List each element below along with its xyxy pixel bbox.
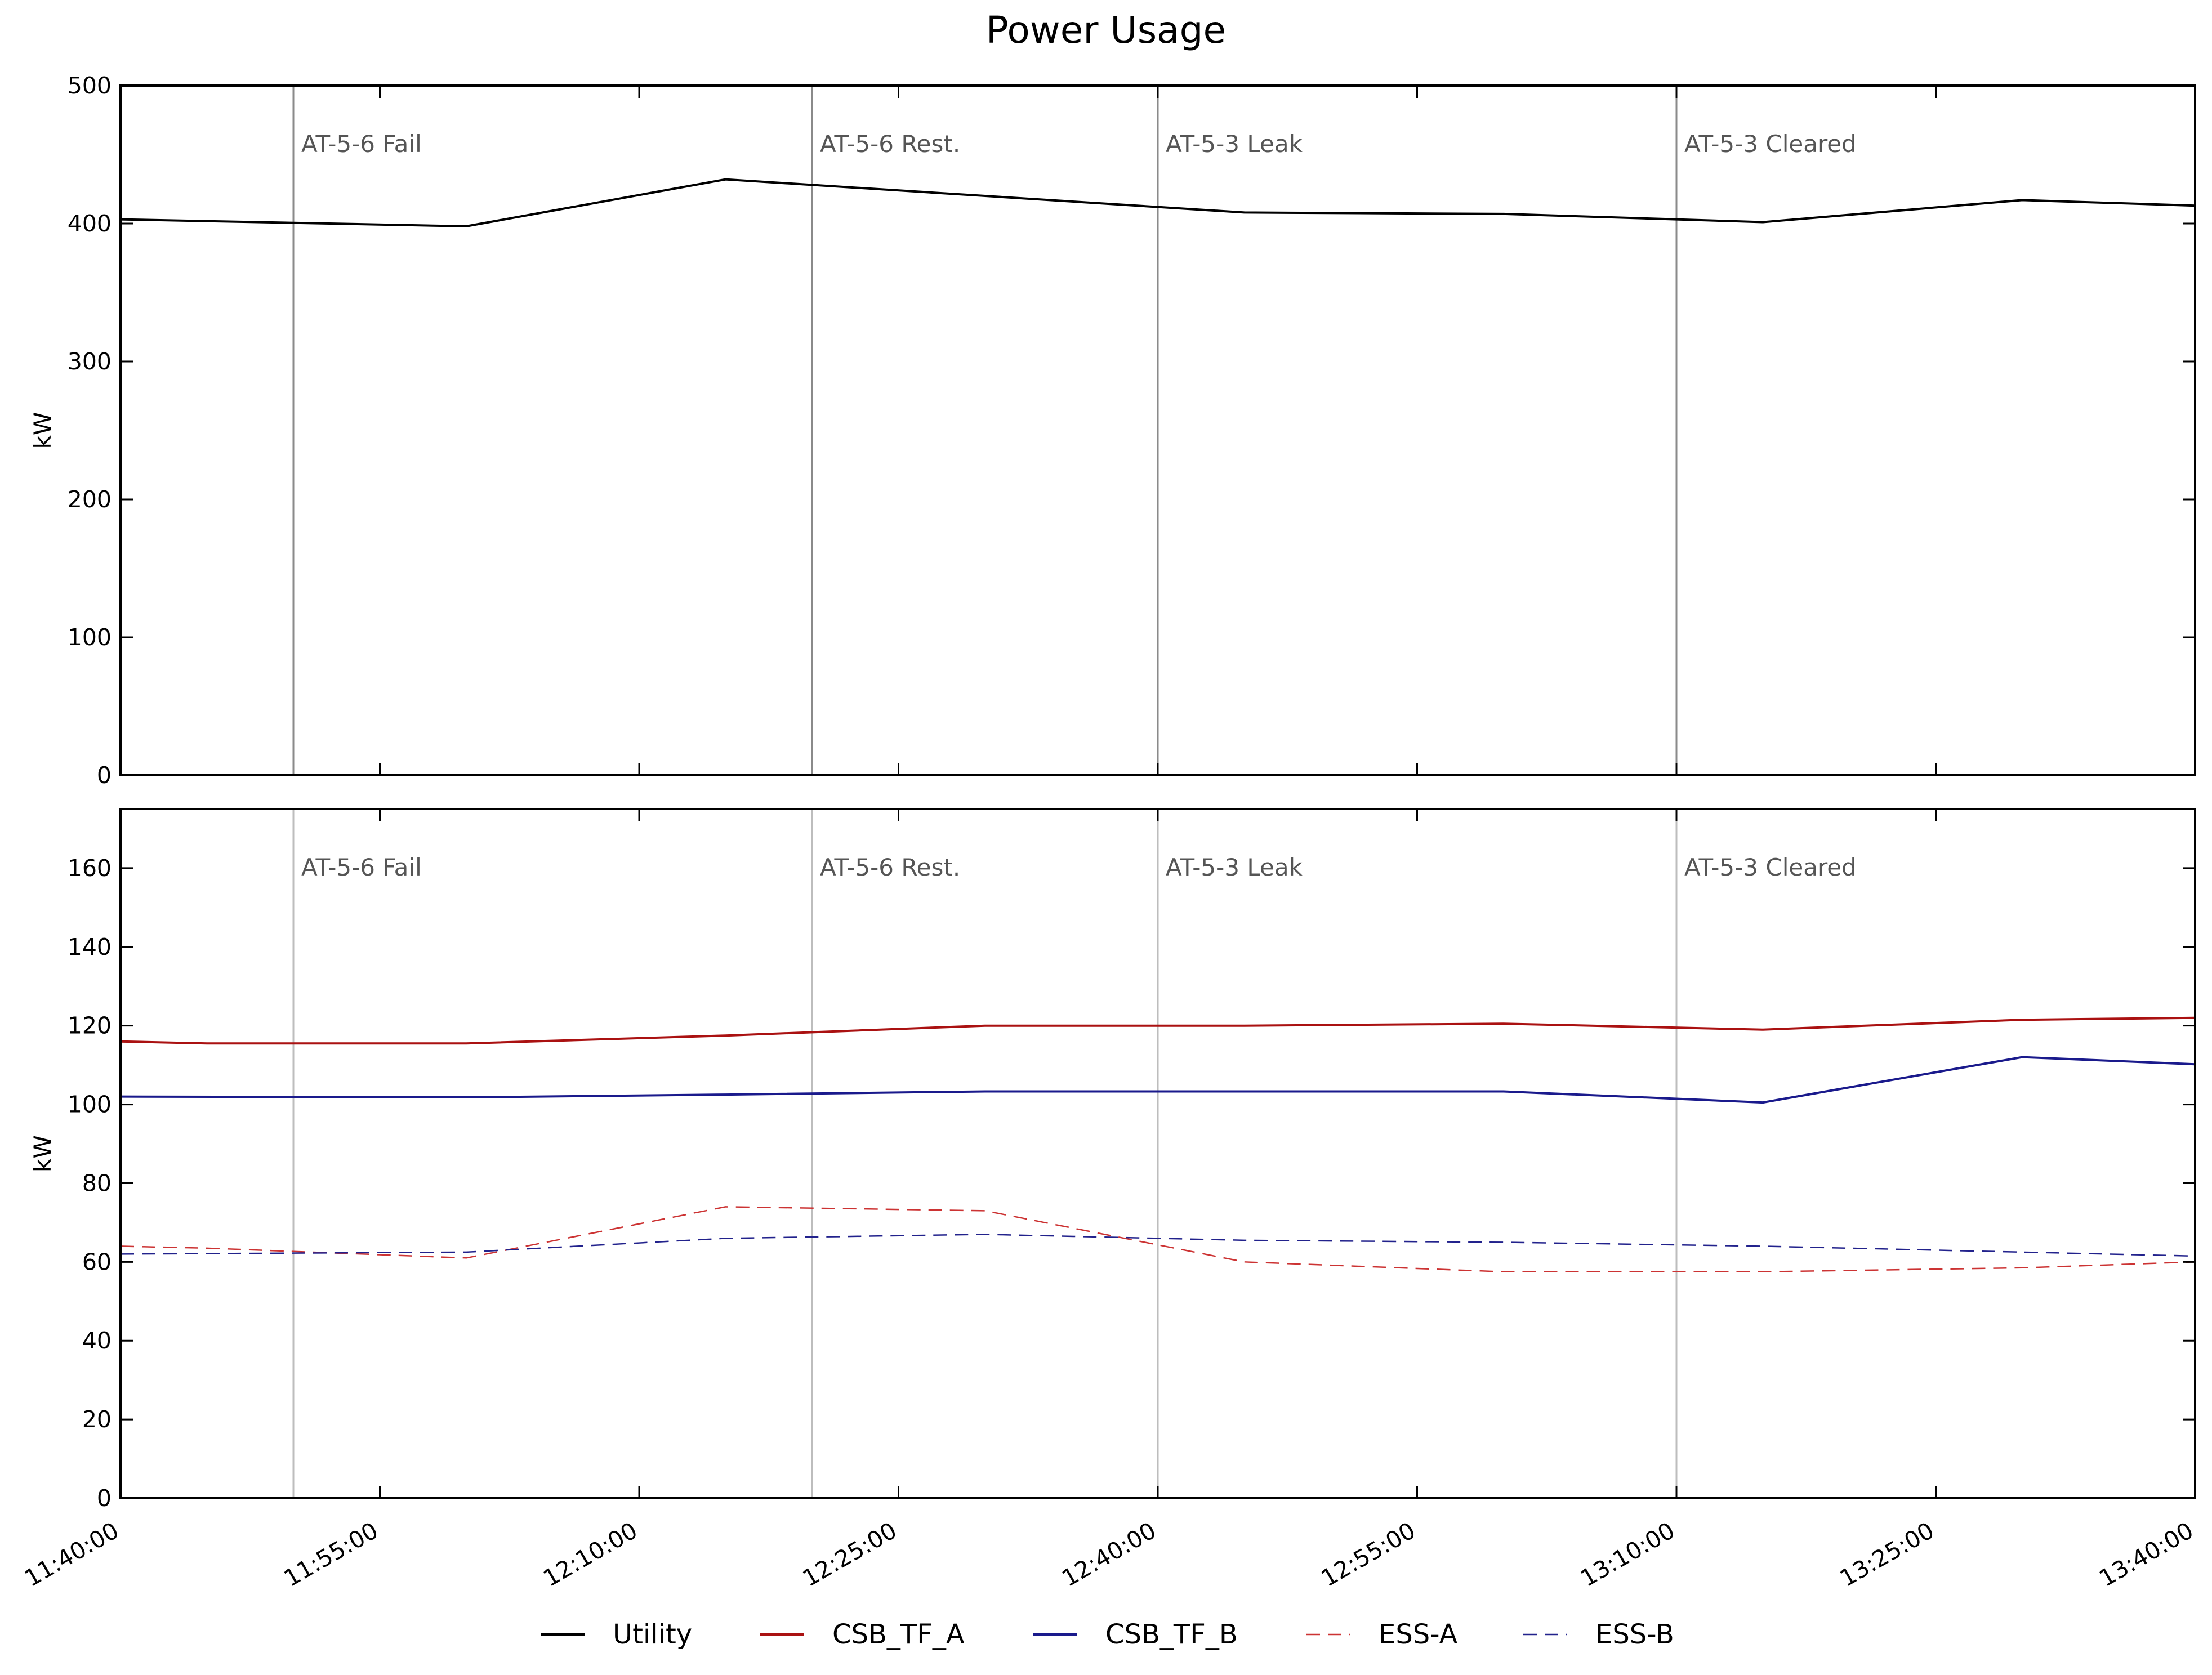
legend-label: CSB_TF_B <box>1105 1619 1238 1650</box>
legend-label: Utility <box>613 1619 692 1650</box>
y-tick-label: 500 <box>68 72 112 99</box>
y-tick-label: 40 <box>82 1327 112 1354</box>
y-tick-label: 0 <box>97 762 112 789</box>
x-tick-label: 11:55:00 <box>279 1517 382 1592</box>
y-tick-label: 140 <box>68 933 112 961</box>
series-line-csb-tf-b <box>120 1056 2196 1104</box>
x-tick-label: 11:40:00 <box>20 1517 123 1592</box>
event-label: AT-5-3 Cleared <box>1684 130 1857 158</box>
x-tick-label: 12:25:00 <box>798 1517 901 1592</box>
y-tick-label: 300 <box>68 348 112 375</box>
y-tick-label: 100 <box>68 624 112 651</box>
legend: Utility CSB_TF_A CSB_TF_B ESS-A ESS-B <box>541 1619 1674 1650</box>
chart-panel-2: AT-5-6 Fail AT-5-6 Rest. AT-5-3 Leak AT-5-3… <box>20 808 2198 1592</box>
legend-label: ESS-B <box>1595 1619 1674 1650</box>
x-tick-label: 12:55:00 <box>1317 1517 1420 1592</box>
series-line-utility <box>120 178 2196 227</box>
event-label: AT-5-3 Cleared <box>1684 854 1857 881</box>
y-tick-label: 20 <box>82 1406 112 1433</box>
legend-label: CSB_TF_A <box>832 1619 965 1650</box>
x-tick-label: 13:10:00 <box>1576 1517 1679 1592</box>
y-tick-label: 80 <box>82 1169 112 1196</box>
y-tick-label: 160 <box>68 855 112 882</box>
y-tick-label: 400 <box>68 210 112 237</box>
event-label: AT-5-3 Leak <box>1166 854 1303 881</box>
y-axis-label: kW <box>29 412 56 449</box>
series-line-csb-tf-a <box>120 1016 2196 1045</box>
y-tick-label: 100 <box>68 1091 112 1118</box>
event-label: AT-5-6 Rest. <box>820 854 960 881</box>
event-label: AT-5-3 Leak <box>1166 130 1303 158</box>
event-label: AT-5-6 Fail <box>301 130 422 158</box>
legend-label: ESS-A <box>1379 1619 1458 1650</box>
chart-panel-1: AT-5-6 Fail AT-5-6 Rest. AT-5-3 Leak AT-5-3… <box>29 72 2196 789</box>
event-label: AT-5-6 Fail <box>301 854 422 881</box>
x-tick-label: 13:25:00 <box>1835 1517 1938 1592</box>
x-tick-label: 12:10:00 <box>539 1517 642 1592</box>
y-tick-label: 200 <box>68 486 112 513</box>
series-line-ess-b <box>120 1234 2196 1257</box>
y-tick-label: 120 <box>68 1012 112 1039</box>
x-tick-label: 13:40:00 <box>2095 1517 2198 1592</box>
event-label: AT-5-6 Rest. <box>820 130 960 158</box>
y-tick-label: 0 <box>97 1485 112 1512</box>
y-tick-label: 60 <box>82 1248 112 1275</box>
x-tick-label: 12:40:00 <box>1058 1517 1161 1592</box>
y-axis-label: kW <box>29 1135 56 1172</box>
chart-title: Power Usage <box>986 8 1226 52</box>
